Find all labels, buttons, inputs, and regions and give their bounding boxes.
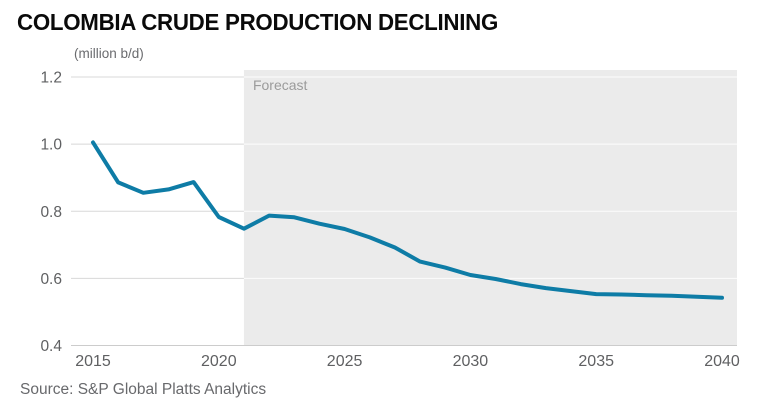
source-caption: Source: S&P Global Platts Analytics — [20, 381, 267, 398]
chart-unit-label: (million b/d) — [74, 46, 144, 61]
x-tick-label: 2025 — [327, 353, 363, 370]
production-line — [91, 140, 724, 300]
y-tick-label: 0.8 — [40, 204, 62, 221]
forecast-label: Forecast — [253, 77, 308, 93]
x-tick-label: 2030 — [453, 353, 489, 370]
x-tick-label: 2015 — [75, 353, 111, 370]
y-tick-label: 1.2 — [40, 70, 62, 87]
y-tick-label: 1.0 — [40, 137, 62, 154]
y-tick-label: 0.6 — [40, 271, 62, 288]
x-tick-label: 2040 — [704, 353, 740, 370]
chart-title: COLOMBIA CRUDE PRODUCTION DECLINING — [17, 9, 499, 35]
y-tick-label: 0.4 — [40, 338, 62, 355]
x-tick-label: 2035 — [578, 353, 614, 370]
x-tick-label: 2020 — [201, 353, 237, 370]
forecast-band — [243, 70, 737, 346]
